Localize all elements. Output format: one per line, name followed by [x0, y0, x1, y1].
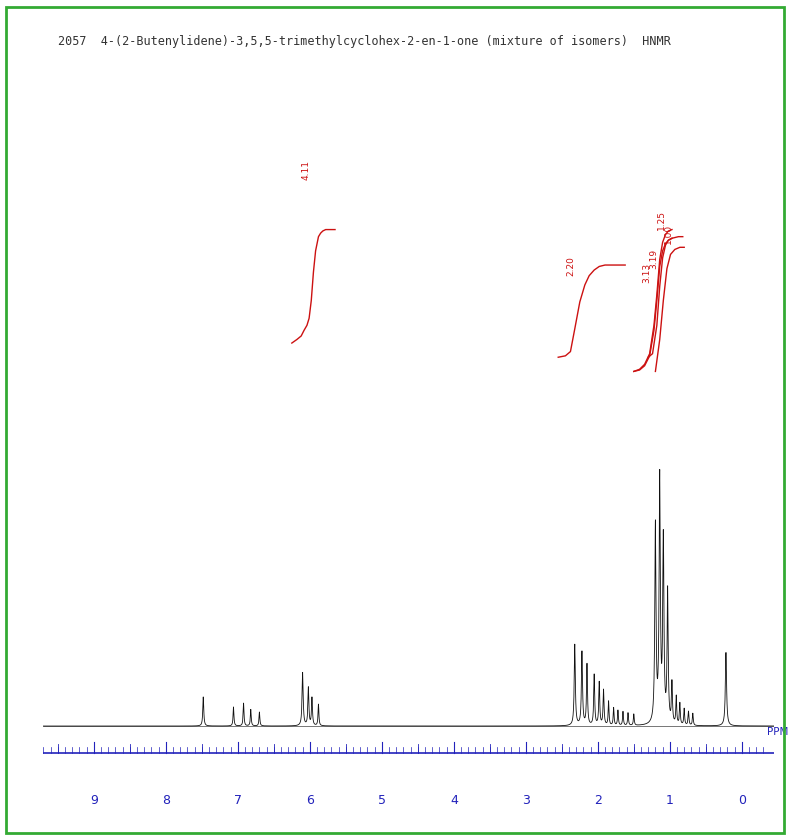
Text: 1.00: 1.00 [664, 223, 673, 244]
Text: 4.11: 4.11 [302, 160, 310, 180]
Text: 3.19: 3.19 [649, 249, 659, 269]
Text: 2.20: 2.20 [566, 256, 575, 276]
Text: 2057  4-(2-Butenylidene)-3,5,5-trimethylcyclohex-2-en-1-one (mixture of isomers): 2057 4-(2-Butenylidene)-3,5,5-trimethylc… [58, 34, 671, 48]
Text: 3.13: 3.13 [642, 263, 651, 283]
Text: PPM: PPM [767, 727, 788, 738]
Text: 1.25: 1.25 [657, 209, 667, 229]
